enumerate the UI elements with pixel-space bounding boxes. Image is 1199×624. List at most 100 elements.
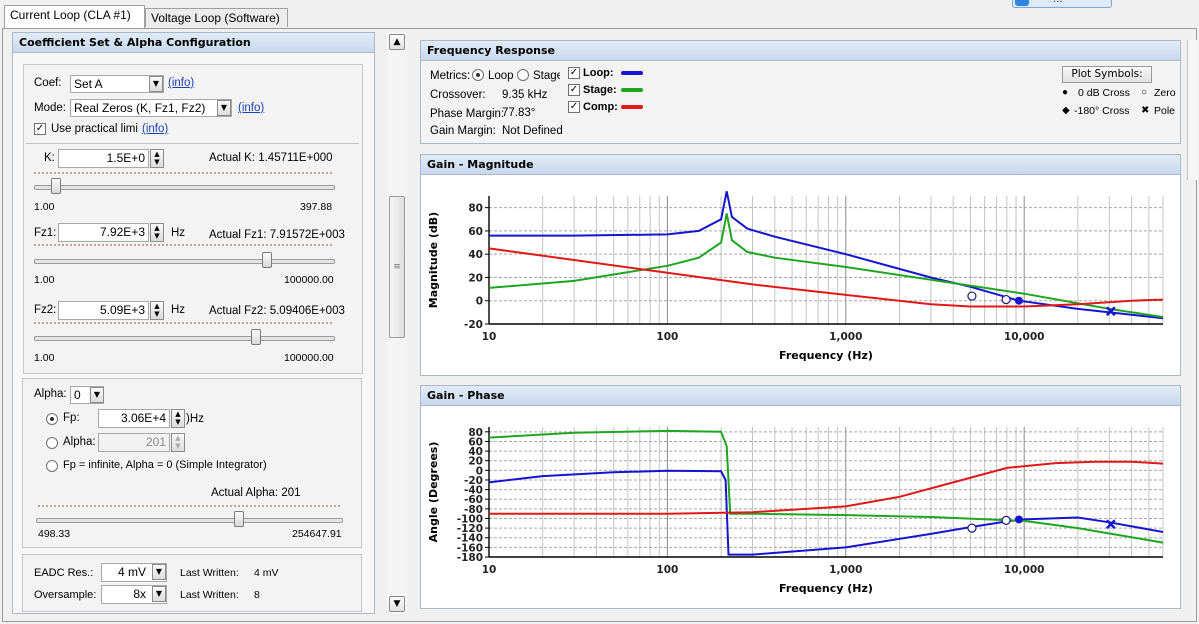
y-tick-label: 20 — [468, 456, 483, 468]
pole-symbol-label: Pole — [1154, 105, 1176, 117]
crossover-marker — [1014, 515, 1023, 524]
fz1-input-value: 7.92E+3 — [99, 225, 145, 239]
practical-info-link[interactable]: (info) — [142, 123, 169, 135]
fp-radio[interactable] — [46, 413, 58, 425]
actual-alpha: Actual Alpha: 201 — [211, 487, 301, 499]
scroll-down-icon[interactable]: ▼ — [389, 596, 405, 612]
k-slider-thumb[interactable] — [51, 178, 61, 194]
alpha-radio-input-value: 201 — [145, 435, 166, 449]
metrics-loop-radio[interactable] — [472, 69, 484, 81]
scroll-thumb[interactable]: ≡ — [389, 196, 405, 338]
fz2-actual: Actual Fz2: 5.09406E+003 — [209, 305, 345, 317]
tab-current-loop[interactable]: Current Loop (CLA #1) — [4, 5, 145, 28]
stage-legend-label: Stage: — [583, 84, 617, 96]
zero-marker — [1001, 294, 1011, 305]
x-tick-label: 10 — [482, 331, 497, 343]
mode-info-link[interactable]: (info) — [238, 102, 265, 114]
fz2-slider-track[interactable] — [34, 336, 335, 341]
oversample-select[interactable]: 8x — [101, 585, 167, 604]
fz2-stepper[interactable]: ▲ ▼ — [150, 301, 164, 320]
y-tick-label: 40 — [468, 446, 483, 458]
metrics-stage-radio[interactable] — [517, 69, 529, 81]
y-tick-label: -20 — [464, 319, 483, 331]
magnitude-chart: -20 0 20 40 60 80 10 100 1,000 10,000 Frequency (H… — [427, 191, 1164, 362]
fz1-slider-thumb[interactable] — [262, 252, 272, 268]
fz2-label: Fz2: — [34, 304, 57, 316]
fz2-slider-thumb[interactable] — [251, 329, 261, 345]
coef-dropdown-icon[interactable]: ▼ — [149, 76, 163, 92]
integrator-radio[interactable] — [46, 460, 58, 472]
alpha-radio-input[interactable]: 201 — [98, 433, 170, 452]
fz1-slider-track[interactable] — [34, 259, 335, 264]
freq-response-panel: Frequency Response — [420, 40, 1181, 144]
zero-db-cross-label: 0 dB Cross — [1078, 87, 1130, 99]
eadc-label: EADC Res.: — [34, 567, 94, 579]
mode-dropdown-icon[interactable]: ▼ — [217, 100, 231, 116]
k-slider-track[interactable] — [34, 185, 335, 190]
practical-limits-label: Use practical limi — [51, 123, 138, 135]
fp-input[interactable]: 3.06E+4 — [98, 409, 170, 428]
fz2-min-label: 1.00 — [34, 352, 55, 364]
phase-chart: -180-160-140-120-100-80-60-40-2002040608… — [427, 427, 1164, 595]
comp-legend-swatch — [621, 105, 643, 109]
alpha-slider-track[interactable] — [36, 518, 343, 523]
alpha-dropdown-icon[interactable]: ▼ — [90, 387, 104, 403]
y-tick-label: 60 — [468, 226, 483, 238]
comp-checkbox[interactable]: ✓ — [568, 101, 580, 113]
zero-symbol-label: Zero — [1154, 87, 1176, 99]
k-input[interactable]: 1.5E+0 — [58, 149, 149, 168]
top-action-icon — [1015, 0, 1029, 6]
y-tick-label: -60 — [464, 494, 483, 506]
zero-marker — [967, 291, 977, 301]
stage-checkbox[interactable]: ✓ — [568, 84, 580, 96]
mode-select-value: Real Zeros (K, Fz1, Fz2) — [74, 101, 206, 115]
minus180-cross-label: -180° Cross — [1074, 105, 1130, 117]
comp-series-line — [488, 247, 1164, 308]
eadc-select[interactable]: 4 mV — [101, 563, 167, 582]
y-tick-label: 0 — [476, 296, 483, 308]
alpha-slider-dots — [38, 504, 340, 507]
practical-limits-checkbox[interactable]: ✓ — [34, 123, 46, 135]
plot-symbols-button[interactable]: Plot Symbols: — [1062, 66, 1152, 83]
metrics-stage-label: Stage — [533, 70, 560, 82]
scroll-up-icon[interactable]: ▲ — [389, 34, 405, 50]
y-tick-label: 40 — [468, 249, 483, 261]
stage-legend-swatch — [621, 88, 643, 92]
loop-legend-swatch — [621, 71, 643, 75]
loop-checkbox[interactable]: ✓ — [568, 67, 580, 79]
fz2-input[interactable]: 5.09E+3 — [58, 301, 149, 320]
pole-marker — [1105, 519, 1116, 530]
eadc-dropdown-icon[interactable]: ▼ — [152, 564, 166, 580]
fp-unit: )Hz — [186, 413, 204, 425]
x-tick-label: 1,000 — [829, 564, 862, 576]
alpha-label: Alpha: — [34, 388, 67, 400]
coef-panel-title: Coefficient Set & Alpha Configuration — [13, 33, 374, 53]
top-action-button[interactable]: ... — [1012, 0, 1112, 8]
alpha-radio-stepper[interactable]: ▲ ▼ — [171, 433, 185, 452]
fz1-input[interactable]: 7.92E+3 — [58, 223, 149, 242]
alpha-slider-thumb[interactable] — [234, 511, 244, 527]
eadc-group — [22, 554, 362, 612]
fz2-max-label: 100000.00 — [284, 352, 334, 364]
fp-stepper[interactable]: ▲ ▼ — [171, 409, 185, 428]
right-side-panel-tab[interactable] — [1187, 40, 1198, 180]
coef-select-value: Set A — [74, 77, 103, 91]
tab-voltage-loop[interactable]: Voltage Loop (Software) — [145, 8, 288, 27]
k-stepper[interactable]: ▲ ▼ — [150, 149, 164, 168]
alpha-max-label: 254647.91 — [292, 528, 342, 540]
plot-area — [489, 196, 1163, 324]
crossover-label: Crossover: — [430, 89, 486, 101]
metrics-loop-label: Loop — [488, 70, 514, 82]
oversample-dropdown-icon[interactable]: ▼ — [152, 586, 166, 602]
gain-margin-label: Gain Margin: — [430, 125, 496, 137]
pole-marker — [1105, 306, 1116, 317]
stage-series-line — [488, 213, 1164, 318]
alpha-radio[interactable] — [46, 437, 58, 449]
coef-info-link[interactable]: (info) — [168, 77, 195, 89]
fz1-stepper[interactable]: ▲ ▼ — [150, 223, 164, 242]
fz1-slider-dots — [34, 243, 332, 246]
mode-select[interactable]: Real Zeros (K, Fz1, Fz2) — [70, 99, 232, 117]
eadc-last-value: 4 mV — [254, 567, 279, 579]
fp-label: Fp: — [63, 412, 80, 424]
coef-select[interactable]: Set A — [70, 75, 164, 93]
